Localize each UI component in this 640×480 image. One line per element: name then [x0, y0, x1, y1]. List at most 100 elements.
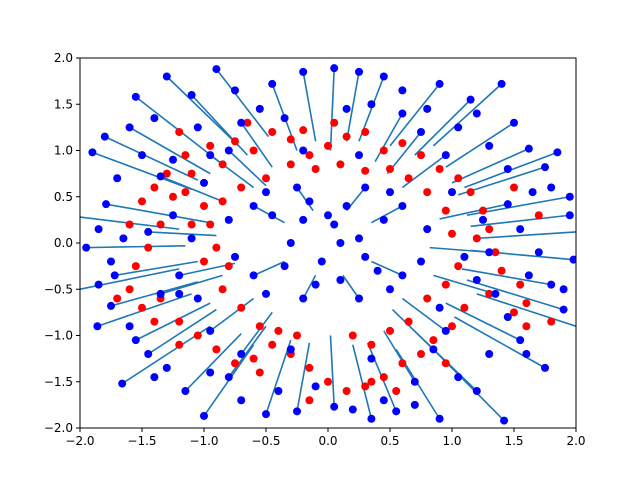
blue-point-20	[330, 402, 339, 411]
blue-point-124	[317, 257, 326, 266]
blue-point-77	[367, 100, 376, 109]
blue-point-117	[311, 280, 320, 289]
red-point-14	[398, 139, 407, 148]
blue-point-74	[255, 104, 264, 113]
red-point-45	[175, 317, 184, 326]
x-tick-label-7: 1.5	[504, 434, 523, 448]
blue-point-80	[485, 141, 494, 150]
line-segment-53	[160, 274, 223, 295]
axes-frame	[79, 57, 577, 429]
blue-point-110	[94, 225, 103, 234]
blue-point-40	[392, 407, 401, 416]
line-segment-43	[296, 342, 311, 412]
red-point-10	[324, 141, 332, 150]
blue-point-19	[367, 414, 376, 423]
red-point-16	[435, 165, 444, 173]
red-point-87	[113, 294, 122, 303]
red-point-38	[305, 363, 314, 372]
blue-point-94	[162, 363, 171, 372]
line-segment-5	[166, 75, 240, 147]
red-point-43	[212, 345, 221, 354]
line-segment-15	[466, 279, 564, 311]
blue-point-97	[119, 234, 128, 243]
blue-point-46	[565, 211, 574, 220]
blue-point-143	[286, 345, 295, 354]
blue-point-105	[522, 350, 531, 358]
line-segment-25	[160, 175, 223, 203]
blue-point-65	[107, 301, 115, 310]
blue-point-42	[466, 95, 475, 104]
red-point-37	[324, 377, 332, 386]
y-tick-label-0: −2.0	[44, 421, 73, 435]
red-point-90	[522, 322, 531, 331]
blue-point-17	[500, 416, 509, 425]
blue-point-41	[187, 91, 196, 99]
blue-point-113	[280, 262, 289, 271]
x-tick-label-3: −0.5	[251, 434, 280, 448]
line-segment-41	[302, 71, 317, 142]
blue-point-39	[293, 407, 301, 416]
blue-point-137	[169, 211, 177, 220]
red-point-49	[131, 262, 140, 271]
blue-point-15	[559, 305, 568, 314]
blue-point-140	[472, 276, 481, 284]
blue-point-4	[131, 92, 140, 101]
blue-point-29	[398, 109, 407, 118]
red-point-53	[150, 183, 159, 192]
blue-point-86	[503, 313, 512, 321]
blue-point-31	[224, 373, 233, 382]
line-segment-38	[451, 147, 530, 184]
blue-point-63	[100, 132, 109, 141]
y-tick-label-8: 2.0	[54, 51, 73, 65]
red-point-77	[336, 160, 345, 169]
red-point-82	[218, 197, 227, 206]
red-point-71	[448, 229, 456, 238]
line-segment-24	[92, 151, 192, 191]
blue-point-91	[311, 382, 320, 391]
blue-point-54	[441, 326, 450, 335]
blue-point-73	[193, 123, 202, 132]
blue-point-48	[503, 200, 512, 209]
blue-point-16	[541, 363, 549, 372]
red-point-96	[175, 340, 184, 349]
line-segment-40	[445, 302, 521, 341]
line-segment-21	[265, 339, 292, 415]
line-segment-31	[228, 325, 267, 378]
blue-point-102	[472, 109, 481, 118]
blue-point-64	[553, 148, 562, 157]
red-point-70	[454, 262, 463, 271]
line-segment-34	[476, 231, 576, 240]
red-point-58	[200, 257, 208, 266]
blue-point-24	[88, 148, 97, 157]
red-point-62	[274, 326, 283, 335]
blue-point-98	[113, 174, 122, 183]
line-segment-16	[454, 316, 546, 369]
blue-point-146	[448, 188, 456, 197]
red-point-78	[311, 165, 320, 173]
blue-point-79	[454, 123, 463, 132]
blue-point-55	[249, 202, 258, 210]
red-point-67	[404, 317, 413, 326]
line-segment-58	[401, 297, 447, 332]
line-segment-74	[391, 309, 434, 350]
blue-point-145	[200, 178, 208, 187]
blue-point-25	[156, 172, 165, 181]
blue-point-111	[268, 211, 277, 220]
red-point-0	[175, 128, 184, 136]
red-point-54	[169, 192, 177, 201]
red-point-83	[206, 220, 215, 229]
blue-point-27	[175, 271, 184, 280]
line-segment-29	[374, 113, 404, 162]
line-segment-49	[86, 244, 186, 249]
line-segment-73	[240, 311, 273, 355]
red-point-100	[299, 126, 308, 135]
line-segment-60	[371, 205, 403, 224]
red-point-12	[361, 128, 370, 136]
x-tick-label-4: 0.0	[318, 434, 337, 448]
line-segment-0	[105, 203, 211, 224]
line-segment-52	[439, 203, 508, 220]
red-point-23	[497, 266, 506, 275]
line-segment-71	[228, 149, 267, 187]
blue-point-12	[541, 163, 549, 172]
blue-point-109	[94, 280, 103, 289]
